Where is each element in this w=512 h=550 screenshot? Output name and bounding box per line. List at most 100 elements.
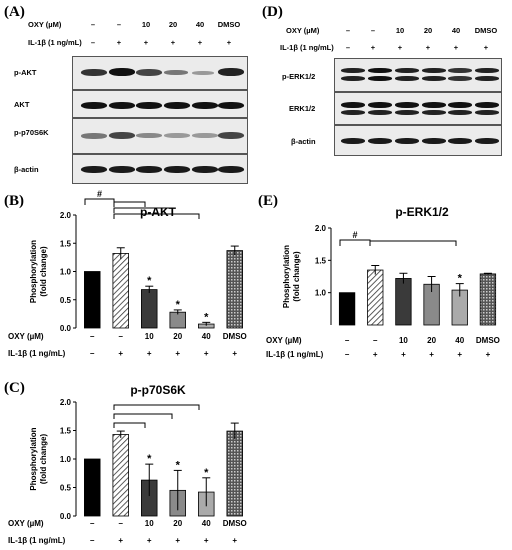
blot-a-oxy-4: 20 <box>168 20 178 29</box>
panel-label-d: (D) <box>262 4 283 20</box>
blot-d-il-6: + <box>483 43 489 52</box>
chart-b-ytick-label-4: 2.0 <box>60 211 72 220</box>
chart-c-oxy-5: DMSO <box>223 519 247 528</box>
chart-b-oxy-0: – <box>90 332 95 341</box>
chart-b-oxy-5: DMSO <box>223 332 247 341</box>
chart-c-il-0: – <box>90 536 95 545</box>
blot-a-band-label-1: p-AKT <box>14 68 37 77</box>
chart-c-il-2: + <box>147 536 152 545</box>
blot-a-oxy-label: OXY (µM) <box>28 20 62 29</box>
blot-d-strip-beta-actin <box>334 125 502 156</box>
chart-b-hash-marker: # <box>97 189 102 199</box>
panel-label-e: (E) <box>258 193 278 209</box>
chart-e-bracket-0 <box>369 240 457 246</box>
blot-a-oxy-1: – <box>90 20 96 29</box>
blot-a-oxy-3: 10 <box>141 20 151 29</box>
blot-a-strip-p-akt <box>72 56 248 90</box>
chart-c-bracket-1 <box>113 413 173 419</box>
chart-b-bar-2 <box>141 289 158 329</box>
blot-a-band-label-3: p-p70S6K <box>14 128 49 137</box>
chart-c-bracket-0 <box>113 422 146 428</box>
blot-a-band-label-2: AKT <box>14 100 30 109</box>
chart-c-oxy-1: – <box>119 519 124 528</box>
chart-c-ytick-label-2: 1.0 <box>60 455 72 464</box>
blot-a-oxy-2: – <box>116 20 122 29</box>
blot-d-oxy-6: DMSO <box>474 26 498 35</box>
blot-a-strip-akt <box>72 90 248 118</box>
blot-d-il-4: + <box>425 43 431 52</box>
chart-b-oxy-1: – <box>119 332 124 341</box>
chart-e-oxy-label: OXY (µM) <box>266 336 302 345</box>
blot-a-il-label: IL-1β (1 ng/mL) <box>28 38 82 47</box>
chart-b-ytick-label-2: 1.0 <box>60 268 72 277</box>
blot-d-oxy-3: 10 <box>395 26 405 35</box>
chart-c-bracket-2 <box>113 404 200 410</box>
chart-e-il-3: + <box>429 350 434 359</box>
blot-d-band-label-3: β-actin <box>291 137 316 146</box>
chart-c-ytick-label-1: 0.5 <box>60 484 72 493</box>
blot-a-oxy-6: DMSO <box>217 20 241 29</box>
chart-b-title: p-AKT <box>140 205 177 219</box>
chart-e-title: p-ERK1/2 <box>395 205 449 219</box>
blot-a-il-3: + <box>143 38 149 47</box>
chart-e-hash-bracket <box>339 239 371 246</box>
chart-b-bracket-1 <box>113 207 173 213</box>
chart-b-marker-4: * <box>204 311 209 323</box>
chart-c-il-label: IL-1β (1 ng/mL) <box>8 536 66 545</box>
chart-c-bar-1 <box>112 434 129 517</box>
chart-e-oxy-2: 10 <box>399 336 408 345</box>
chart-c-il-1: + <box>118 536 123 545</box>
chart-c-oxy-label: OXY (µM) <box>8 519 44 528</box>
chart-c-ylabel-1: (fold change) <box>39 434 48 485</box>
chart-e-oxy-5: DMSO <box>476 336 500 345</box>
chart-b-hash-bracket <box>84 198 115 205</box>
chart-b-oxy-label: OXY (µM) <box>8 332 44 341</box>
blot-d-il-label: IL-1β (1 ng/mL) <box>280 43 334 52</box>
blot-a-il-4: + <box>170 38 176 47</box>
blot-a-oxy-5: 40 <box>195 20 205 29</box>
chart-b-bar-0 <box>84 271 101 329</box>
chart-c-ylabel-0: Phosphorylation <box>29 427 38 490</box>
panel-label-c: (C) <box>4 380 25 396</box>
blot-d-il-3: + <box>397 43 403 52</box>
chart-b-marker-2: * <box>147 275 152 287</box>
chart-b-ytick-label-0: 0.0 <box>60 324 72 333</box>
chart-c-oxy-4: 40 <box>202 519 211 528</box>
blot-a-il-2: + <box>116 38 122 47</box>
panel-label-a: (A) <box>4 4 25 20</box>
chart-e-bar-0 <box>338 292 356 326</box>
chart-c-title: p-p70S6K <box>130 383 186 397</box>
chart-e-ylabel-0: Phosphorylation <box>282 245 291 308</box>
chart-b-oxy-4: 40 <box>202 332 211 341</box>
blot-a-il-6: + <box>226 38 232 47</box>
chart-c-il-4: + <box>204 536 209 545</box>
blot-d-band-label-2: ERK1/2 <box>289 104 316 113</box>
blot-d-oxy-2: – <box>370 26 376 35</box>
chart-b-il-4: + <box>204 349 209 358</box>
blot-d-il-1: – <box>345 43 351 52</box>
chart-c-il-5: + <box>232 536 237 545</box>
chart-b-oxy-2: 10 <box>145 332 154 341</box>
chart-e-marker-4: * <box>458 273 463 285</box>
chart-c-ytick-label-0: 0.0 <box>60 512 72 521</box>
chart-b-ylabel-1: (fold change) <box>39 246 48 297</box>
chart-c-marker-4: * <box>204 467 209 479</box>
chart-c-bar-5 <box>226 430 243 517</box>
chart-b-bracket-2 <box>113 213 200 219</box>
chart-e-ylabel-1: (fold change) <box>292 251 301 302</box>
blot-d-strip-p-erk <box>334 58 502 92</box>
chart-e-bar-1 <box>367 269 384 326</box>
chart-c-marker-2: * <box>147 453 152 465</box>
chart-e-il-label: IL-1β (1 ng/mL) <box>266 350 324 359</box>
chart-e-oxy-4: 40 <box>455 336 464 345</box>
chart-e-hash-marker: # <box>352 230 357 240</box>
chart-c-ytick-label-4: 2.0 <box>60 398 72 407</box>
blot-d-oxy-1: – <box>345 26 351 35</box>
blot-a-strip-p-p70s6k <box>72 118 248 154</box>
chart-e-il-4: + <box>457 350 462 359</box>
chart-e-ytick-label-2: 2.0 <box>315 224 327 233</box>
blot-a-band-label-4: β-actin <box>14 165 39 174</box>
chart-b-il-3: + <box>175 349 180 358</box>
chart-b-bar-1 <box>112 253 129 329</box>
